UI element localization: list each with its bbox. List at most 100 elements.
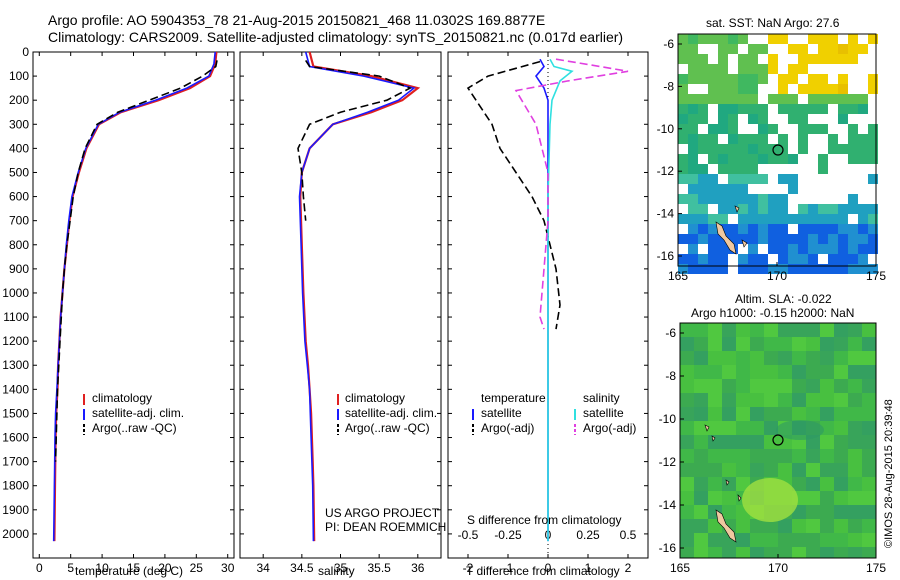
sla-pixel: [764, 351, 778, 365]
sst-pixel: [758, 194, 768, 204]
sla-pixel: [778, 449, 792, 463]
y-tick-label: 800: [9, 238, 29, 252]
sla-pixel: [778, 337, 792, 351]
sst-pixel: [848, 44, 858, 54]
sst-pixel: [738, 84, 748, 94]
sst-pixel: [828, 84, 838, 94]
sst-pixel: [748, 264, 758, 274]
sst-pixel: [678, 114, 688, 124]
sst-pixel: [788, 44, 798, 54]
sst-pixel: [678, 174, 688, 184]
sla-pixel: [750, 463, 764, 477]
sst-pixel: [728, 234, 738, 244]
sst-pixel: [818, 204, 828, 214]
sla-pixel: [694, 505, 708, 519]
sst-pixel: [688, 54, 698, 64]
sla-pixel: [736, 379, 750, 393]
sla-pixel: [862, 505, 876, 519]
sla-pixel: [806, 379, 820, 393]
sla-pixel: [778, 393, 792, 407]
sst-pixel: [868, 204, 878, 214]
sst-pixel: [678, 104, 688, 114]
sst-pixel: [678, 214, 688, 224]
sla-pixel: [736, 407, 750, 421]
sla-pixel: [764, 519, 778, 533]
sst-pixel: [808, 124, 818, 134]
sst-pixel: [838, 74, 848, 84]
sst-pixel: [778, 74, 788, 84]
sla-pixel: [694, 547, 708, 558]
y-tick-label: 600: [9, 190, 29, 204]
sst-pixel: [748, 194, 758, 204]
sla-pixel: [736, 393, 750, 407]
sst-pixel: [848, 124, 858, 134]
sst-pixel: [868, 124, 878, 134]
map-y-tick-label: -8: [665, 369, 676, 383]
sst-pixel: [748, 254, 758, 264]
sla-pixel: [694, 435, 708, 449]
x-tick-label: 20: [158, 561, 172, 575]
sst-pixel: [838, 114, 848, 124]
sst-pixel: [688, 264, 698, 274]
sst-pixel: [738, 164, 748, 174]
sla-pixel: [806, 463, 820, 477]
argo-location-marker: [772, 434, 784, 446]
sst-pixel: [718, 254, 728, 264]
sst-pixel: [788, 254, 798, 264]
y-tick-label: 100: [9, 69, 29, 83]
sla-pixel: [806, 491, 820, 505]
sla-pixel: [764, 421, 778, 435]
sla-pixel: [862, 547, 876, 558]
sst-pixel: [758, 104, 768, 114]
sla-pixel: [694, 407, 708, 421]
sla-pixel: [694, 519, 708, 533]
sla-pixel: [778, 351, 792, 365]
sla-pixel: [862, 519, 876, 533]
sst-pixel: [818, 44, 828, 54]
map-y-tick-label: -6: [665, 326, 676, 340]
sla-pixel: [834, 337, 848, 351]
sst-pixel: [708, 194, 718, 204]
sst-pixel: [718, 244, 728, 254]
sst-pixel: [718, 94, 728, 104]
sla-pixel: [862, 407, 876, 421]
sst-pixel: [768, 204, 778, 214]
sst-pixel: [838, 54, 848, 64]
sla-pixel: [708, 463, 722, 477]
sst-pixel: [828, 44, 838, 54]
sst-pixel: [798, 134, 808, 144]
sst-pixel: [708, 264, 718, 274]
sst-pixel: [758, 44, 768, 54]
sst-pixel: [788, 114, 798, 124]
sst-pixel: [688, 124, 698, 134]
sla-pixel: [736, 463, 750, 477]
series-1-2: [52, 51, 216, 542]
sst-pixel: [678, 194, 688, 204]
map-x-tick-label: 165: [670, 561, 690, 575]
sla-pixel: [680, 323, 694, 337]
sla-pixel: [834, 463, 848, 477]
sla-pixel: [750, 379, 764, 393]
sla-pixel: [792, 323, 806, 337]
legend3-sal-argo: Argo(-adj): [583, 421, 637, 435]
island-shape: [715, 509, 737, 543]
sst-pixel: [828, 204, 838, 214]
sst-pixel: [748, 174, 758, 184]
x-top-tick-label: -0.5: [458, 528, 479, 542]
sla-pixel: [834, 435, 848, 449]
sla-pixel: [694, 337, 708, 351]
map-x-tick-label: 170: [767, 269, 787, 283]
sla-pixel: [820, 547, 834, 558]
sla-pixel: [722, 379, 736, 393]
sst-pixel: [778, 94, 788, 104]
sla-pixel: [750, 365, 764, 379]
sst-pixel: [808, 254, 818, 264]
sla-pixel: [694, 393, 708, 407]
sst-pixel: [728, 84, 738, 94]
sst-pixel: [838, 254, 848, 264]
sst-pixel: [848, 194, 858, 204]
map-y-tick-label: -10: [657, 122, 675, 136]
legend3-temp-satellite: satellite: [481, 406, 522, 420]
sla-pixel: [848, 435, 862, 449]
sla-pixel: [708, 435, 722, 449]
